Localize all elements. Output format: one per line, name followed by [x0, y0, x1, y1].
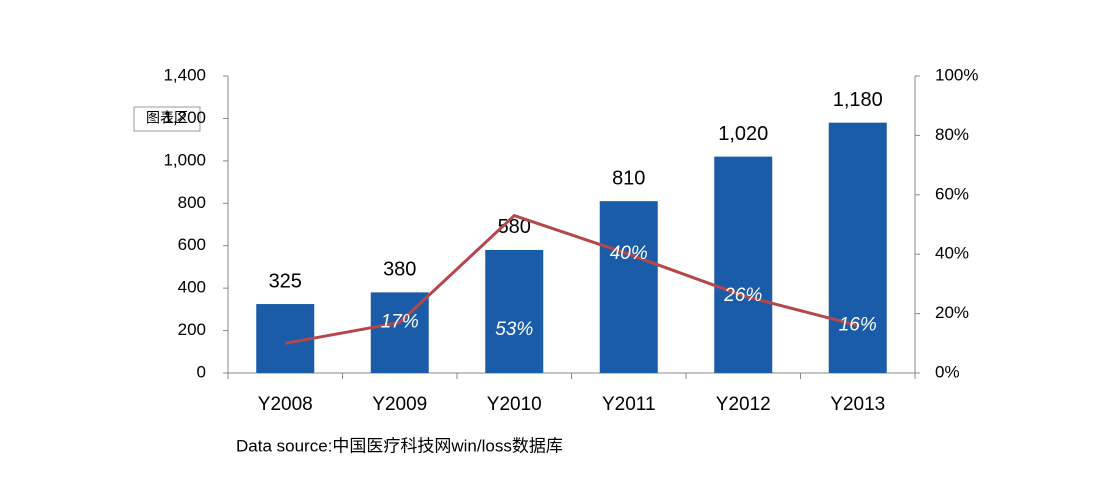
y2-tick-label: 40% [935, 244, 969, 263]
bar [828, 122, 887, 374]
bar [599, 201, 658, 373]
y2-tick-label: 80% [935, 125, 969, 144]
bar-label: 1,180 [833, 89, 883, 111]
y2-tick-label: 20% [935, 303, 969, 322]
line-label: 16% [839, 314, 877, 335]
y2-tick-label: 0% [935, 362, 960, 381]
line-label: 17% [381, 312, 419, 333]
annotation: 图表区 [146, 110, 188, 126]
y-tick-label: 1,000 [163, 150, 206, 169]
bar-label: 380 [383, 259, 416, 281]
y-tick-label: 1,200 [163, 108, 206, 127]
y-tick-label: 600 [178, 235, 206, 254]
bar-label: 1,020 [718, 123, 768, 145]
y-tick-label: 0 [197, 362, 206, 381]
y2-tick-label: 100% [935, 65, 978, 84]
bar-label: 810 [612, 167, 645, 189]
source: Data source:中国医疗科技网win/loss数据库 [236, 436, 563, 455]
annotation-box [133, 106, 201, 132]
y2-tick-label: 60% [935, 184, 969, 203]
line-label: 26% [723, 285, 762, 306]
x-tick-label: Y2011 [602, 394, 656, 415]
y-tick-label: 800 [178, 193, 206, 212]
bar-label: 325 [269, 270, 302, 292]
x-tick-label: Y2010 [487, 394, 542, 415]
x-tick-label: Y2008 [258, 394, 313, 415]
y-tick-label: 400 [178, 278, 206, 297]
x-tick-label: Y2009 [372, 394, 427, 415]
x-tick-label: Y2013 [830, 394, 885, 415]
bar [714, 156, 773, 373]
line-label: 40% [610, 243, 648, 264]
line-label: 53% [495, 319, 533, 340]
y-tick-label: 1,400 [163, 65, 206, 84]
y-tick-label: 200 [178, 320, 206, 339]
x-tick-label: Y2012 [716, 394, 771, 415]
line [284, 213, 859, 345]
bar [485, 249, 544, 373]
